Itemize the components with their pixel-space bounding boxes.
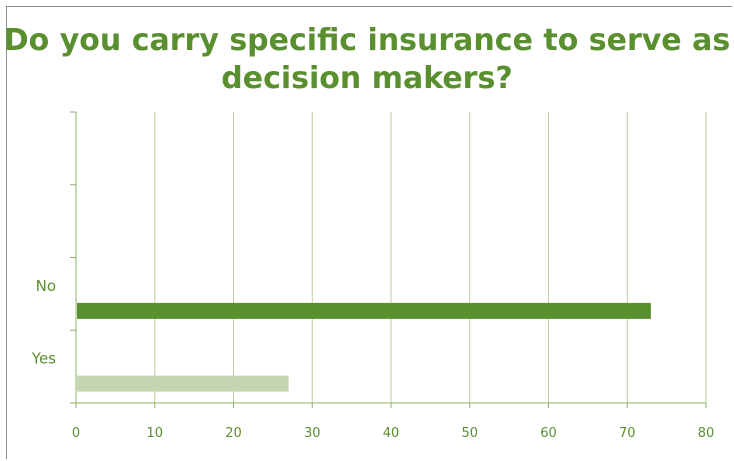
labels: 0 10 20 30 40 50 60 70 80 Yes No (31, 277, 714, 441)
x-tick-label-10: 10 (146, 426, 163, 441)
axes (70, 111, 707, 408)
bar-no (77, 302, 651, 319)
bar-yes (77, 375, 289, 392)
gridlines (154, 112, 707, 403)
x-tick-label-0: 0 (72, 426, 80, 441)
x-tick-label-50: 50 (461, 426, 478, 441)
bars (77, 302, 651, 392)
chart-frame (6, 6, 732, 459)
chart-title: Do you carry specific insurance to serve… (3, 23, 731, 96)
x-tick-label-40: 40 (383, 426, 400, 441)
x-tick-label-20: 20 (225, 426, 242, 441)
x-tick-label-80: 80 (698, 426, 715, 441)
x-tick-label-60: 60 (540, 426, 557, 441)
x-tick-label-30: 30 (304, 426, 321, 441)
category-label-yes: Yes (31, 350, 56, 368)
category-label-no: No (36, 277, 56, 295)
x-tick-label-70: 70 (619, 426, 636, 441)
